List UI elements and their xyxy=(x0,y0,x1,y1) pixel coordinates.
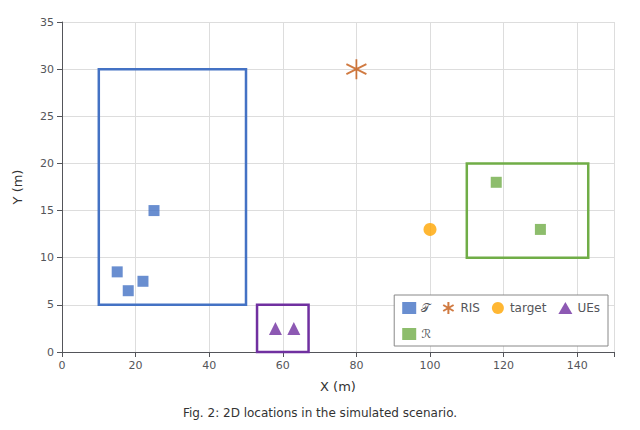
svg-text:X (m): X (m) xyxy=(320,379,356,394)
svg-text:𝒯: 𝒯 xyxy=(421,301,432,315)
svg-text:UEs: UEs xyxy=(577,301,600,315)
svg-text:0: 0 xyxy=(59,359,66,372)
svg-text:30: 30 xyxy=(40,63,54,76)
svg-text:Fig. 2: 2D locations in the si: Fig. 2: 2D locations in the simulated sc… xyxy=(183,406,457,420)
svg-text:20: 20 xyxy=(129,359,143,372)
svg-text:80: 80 xyxy=(349,359,363,372)
svg-text:0: 0 xyxy=(47,346,54,359)
svg-text:RIS: RIS xyxy=(460,301,480,315)
svg-text:35: 35 xyxy=(40,16,54,29)
svg-text:60: 60 xyxy=(276,359,290,372)
svg-text:Y (m): Y (m) xyxy=(10,170,25,206)
svg-text:20: 20 xyxy=(40,157,54,170)
svg-text:40: 40 xyxy=(202,359,216,372)
svg-text:15: 15 xyxy=(40,204,54,217)
svg-text:10: 10 xyxy=(40,251,54,264)
svg-text:ℛ: ℛ xyxy=(421,327,431,341)
svg-text:5: 5 xyxy=(47,298,54,311)
svg-text:100: 100 xyxy=(420,359,441,372)
svg-text:140: 140 xyxy=(567,359,588,372)
svg-text:25: 25 xyxy=(40,110,54,123)
svg-text:120: 120 xyxy=(493,359,514,372)
svg-text:target: target xyxy=(510,301,547,315)
